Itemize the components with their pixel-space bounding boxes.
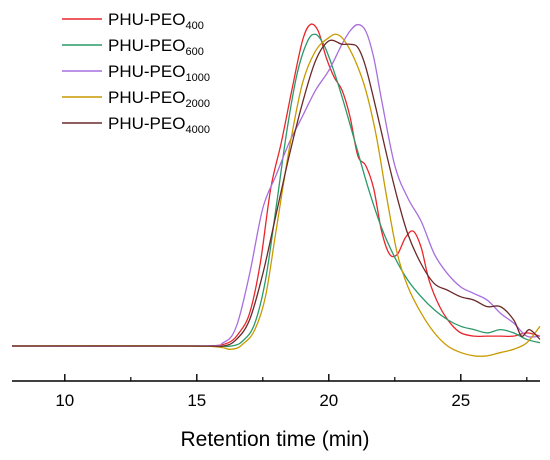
legend-label-main: PHU-PEO (108, 88, 185, 107)
series-line-600 (12, 33, 541, 348)
chart-legend: PHU-PEO400PHU-PEO600PHU-PEO1000PHU-PEO20… (62, 10, 210, 136)
x-tick-label: 15 (187, 391, 206, 410)
series-line-4000 (12, 39, 541, 348)
legend-label-subscript: 1000 (185, 72, 209, 84)
legend-label: PHU-PEO1000 (108, 62, 210, 84)
x-axis-title: Retention time (min) (180, 428, 369, 451)
legend-label-main: PHU-PEO (108, 62, 185, 81)
legend-label-subscript: 2000 (185, 98, 209, 110)
legend-item-2000: PHU-PEO2000 (62, 88, 210, 110)
legend-label: PHU-PEO4000 (108, 114, 210, 136)
x-tick-label: 10 (55, 391, 74, 410)
legend-label-subscript: 400 (185, 20, 203, 32)
legend-item-4000: PHU-PEO4000 (62, 114, 210, 136)
series-lines (11, 23, 541, 357)
legend-label-main: PHU-PEO (108, 10, 185, 29)
series-line-1000 (11, 23, 541, 347)
legend-item-600: PHU-PEO600 (62, 36, 204, 58)
legend-label-main: PHU-PEO (108, 36, 185, 55)
legend-label-subscript: 4000 (185, 124, 209, 136)
legend-label-subscript: 600 (185, 46, 203, 58)
legend-label: PHU-PEO400 (108, 10, 204, 32)
legend-label-main: PHU-PEO (108, 114, 185, 133)
series-line-2000 (11, 33, 541, 357)
legend-item-1000: PHU-PEO1000 (62, 62, 210, 84)
chart-axes: 10 15 20 25 (12, 374, 540, 410)
series-line-400 (12, 23, 541, 347)
legend-label: PHU-PEO600 (108, 36, 204, 58)
x-tick-label: 25 (451, 391, 470, 410)
legend-label: PHU-PEO2000 (108, 88, 210, 110)
legend-item-400: PHU-PEO400 (62, 10, 204, 32)
x-tick-label: 20 (319, 391, 338, 410)
